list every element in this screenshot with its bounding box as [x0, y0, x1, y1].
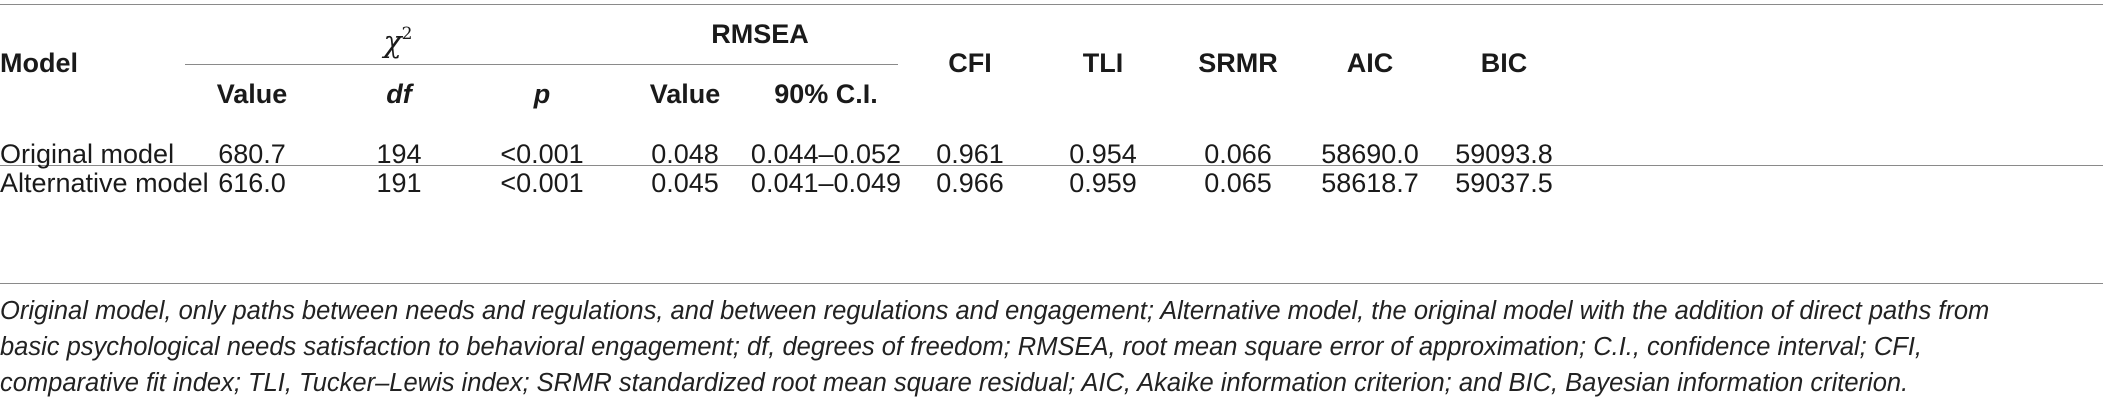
table-cell-tli: 0.954 [1069, 139, 1137, 169]
table-cell-cfi: 0.966 [936, 168, 1004, 198]
subheader-chi-value: Value [216, 79, 288, 109]
chi-symbol: χ [383, 25, 402, 60]
table-cell-p: <0.001 [500, 139, 584, 169]
table-top-rule [0, 4, 2103, 5]
table-cell-tli: 0.959 [1069, 168, 1137, 198]
table-footnote: Original model, only paths between needs… [0, 293, 2090, 401]
footnote-line: Original model, only paths between needs… [0, 297, 1990, 325]
subheader-df: df [386, 79, 412, 109]
subheader-p: p [533, 79, 551, 109]
spanner-rule [185, 64, 898, 65]
table-cell-bic: 59037.5 [1455, 168, 1553, 198]
table-cell-ci: 0.044–0.052 [750, 139, 902, 169]
table-cell-srmr: 0.065 [1204, 168, 1272, 198]
table-cell-ci: 0.041–0.049 [750, 168, 902, 198]
table-bottom-rule [0, 283, 2103, 284]
header-bic: BIC [1480, 48, 1528, 78]
footnote-line: basic psychological needs satisfaction t… [0, 333, 1923, 361]
footnote-line: comparative fit index; TLI, Tucker–Lewis… [0, 369, 1909, 397]
table-cell-cfi: 0.961 [936, 139, 1004, 169]
subheader-ci: 90% C.I. [774, 79, 878, 109]
table-cell-aic: 58690.0 [1321, 139, 1419, 169]
subheader-rmsea-value: Value [649, 79, 721, 109]
table-cell-chi-value: 680.7 [218, 139, 286, 169]
table-cell-aic: 58618.7 [1321, 168, 1419, 198]
header-srmr: SRMR [1198, 48, 1278, 78]
chi-superscript: 2 [401, 24, 413, 44]
table-cell-df: 194 [376, 139, 422, 169]
header-bottom-rule [0, 165, 2103, 166]
table-cell-rmsea-value: 0.045 [651, 168, 719, 198]
table-row-model: Alternative model [0, 168, 209, 198]
header-tli: TLI [1082, 48, 1124, 78]
header-model: Model [0, 48, 78, 78]
table-cell-p: <0.001 [500, 168, 584, 198]
table-cell-chi-value: 616.0 [218, 168, 286, 198]
table-cell-rmsea-value: 0.048 [651, 139, 719, 169]
header-chi-square: χ2 [383, 18, 412, 59]
table-cell-srmr: 0.066 [1204, 139, 1272, 169]
table-row-model: Original model [0, 139, 175, 169]
header-cfi: CFI [948, 48, 992, 78]
table-cell-bic: 59093.8 [1455, 139, 1553, 169]
header-aic: AIC [1346, 48, 1394, 78]
table-cell-df: 191 [376, 168, 422, 198]
header-rmsea: RMSEA [711, 19, 809, 49]
